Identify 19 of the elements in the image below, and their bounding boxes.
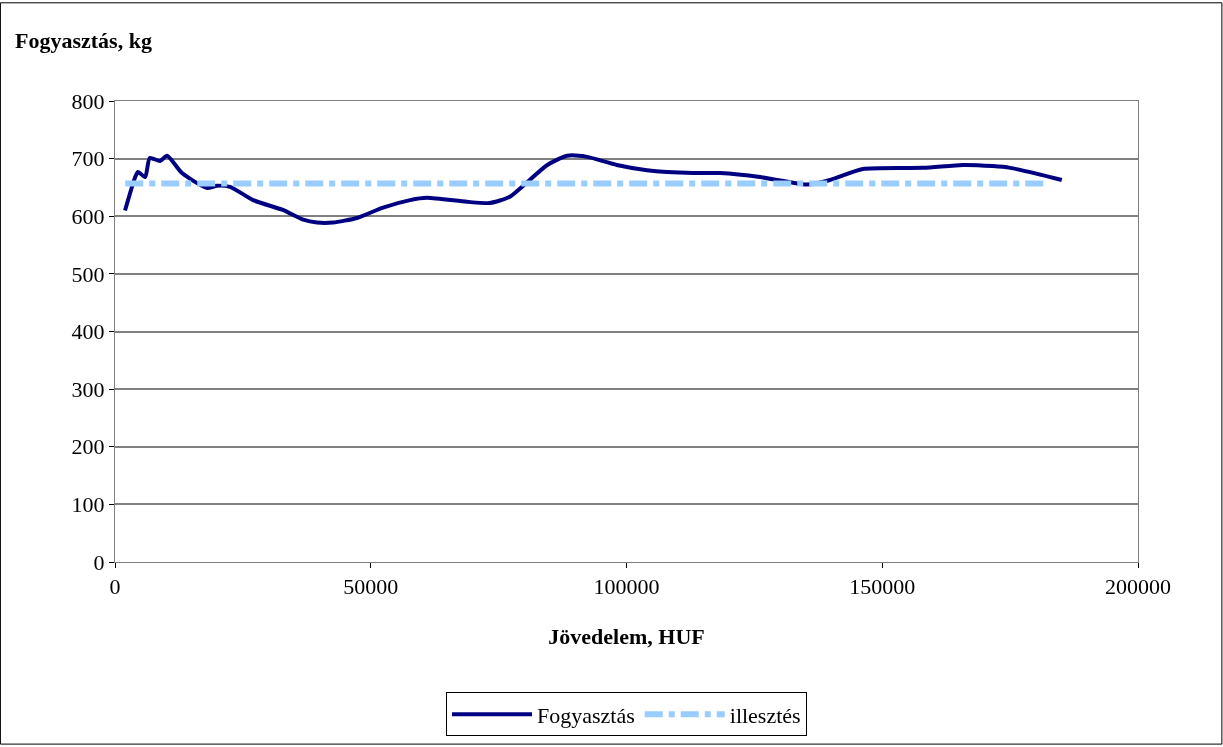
y-tick-label: 800 — [71, 88, 105, 114]
legend-label: illesztés — [729, 702, 801, 728]
y-tick-label: 400 — [71, 319, 105, 345]
x-tick-label: 100000 — [593, 574, 660, 600]
y-tick-label: 100 — [71, 492, 105, 518]
y-tick-label: 600 — [71, 203, 105, 229]
x-tick-label: 50000 — [343, 574, 399, 600]
x-axis-title: Jövedelem, HUF — [548, 624, 705, 650]
x-tick-label: 0 — [109, 574, 121, 600]
y-tick-label: 200 — [71, 434, 105, 460]
y-tick-label: 700 — [71, 146, 105, 172]
y-tick-label: 500 — [71, 261, 105, 287]
x-tick-label: 200000 — [1105, 574, 1171, 600]
y-tick-label: 300 — [71, 376, 105, 402]
line-series — [123, 153, 1064, 225]
y-axis-title: Fogyasztás, kg — [15, 28, 152, 53]
x-tick-label: 150000 — [849, 574, 916, 600]
legend-label: Fogyasztás — [537, 702, 635, 728]
y-tick-label: 0 — [93, 549, 105, 575]
